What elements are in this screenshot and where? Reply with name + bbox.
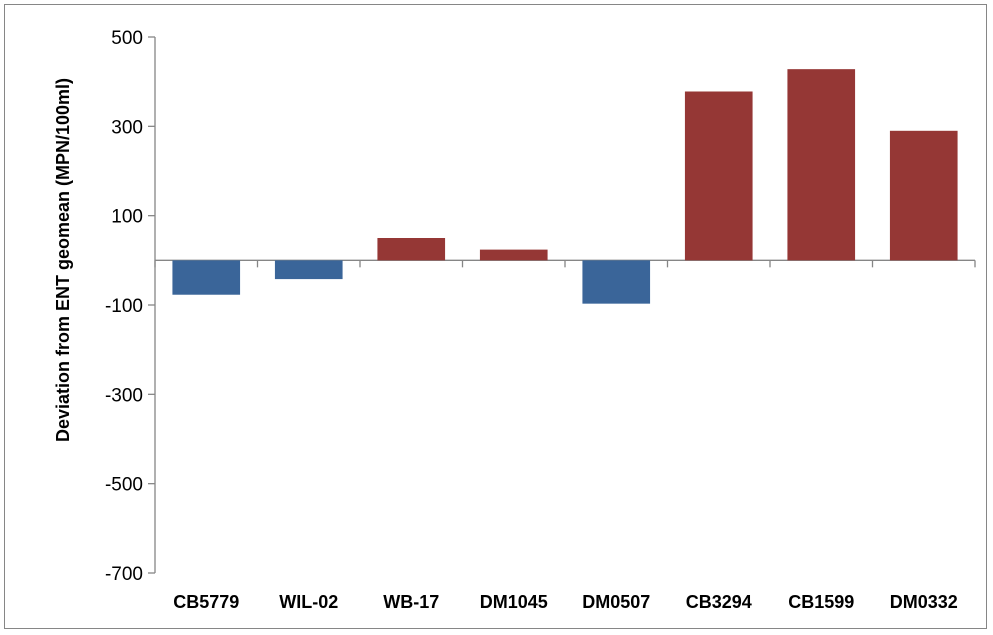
category-label: WB-17 [383, 592, 439, 612]
y-axis: 500 300 100 -100 -300 -500 -700 [105, 28, 156, 585]
bars [172, 69, 958, 304]
y-tick-label: -300 [105, 385, 143, 406]
category-labels: CB5779 WIL-02 WB-17 DM1045 DM0507 CB3294 CB159… [173, 592, 958, 612]
y-tick-label: 300 [111, 117, 143, 138]
category-label: DM0507 [582, 592, 650, 612]
category-label: WIL-02 [279, 592, 338, 612]
y-axis-title: Deviation from ENT geomean (MPN/100ml) [53, 78, 73, 442]
bar-cb3294 [684, 91, 753, 261]
bar-dm0507 [582, 260, 651, 304]
bar-wb-17 [377, 238, 446, 261]
bar-dm0332 [889, 130, 958, 261]
y-tick-label: -700 [105, 564, 143, 585]
category-label: DM1045 [480, 592, 548, 612]
bar-cb1599 [787, 69, 856, 261]
category-label: CB3294 [686, 592, 752, 612]
bar-cb5779 [172, 260, 241, 295]
y-tick-label: -500 [105, 475, 143, 496]
y-tick-label: 500 [111, 28, 143, 49]
category-label: DM0332 [890, 592, 958, 612]
bar-dm1045 [479, 249, 548, 261]
bar-wil-02 [274, 260, 343, 280]
category-label: CB1599 [788, 592, 854, 612]
y-tick-label: -100 [105, 296, 143, 317]
category-label: CB5779 [173, 592, 239, 612]
y-tick-label: 100 [111, 207, 143, 228]
